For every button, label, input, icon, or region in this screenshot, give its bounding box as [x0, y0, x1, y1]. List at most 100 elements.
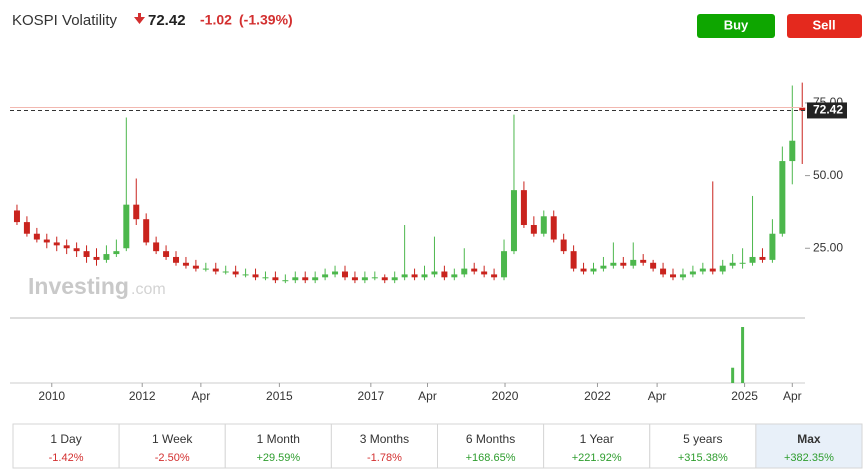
last-price-tag [807, 102, 847, 119]
candle-body [103, 254, 110, 260]
range-button[interactable] [437, 423, 545, 469]
range-change[interactable]: +382.35% [784, 452, 834, 464]
range-label[interactable]: 1 Week [152, 432, 193, 446]
candle-body [133, 204, 140, 220]
candle-body [322, 274, 329, 278]
down-arrow [134, 13, 145, 24]
range-change[interactable]: +315.38% [678, 452, 728, 464]
candle-body [33, 233, 40, 240]
x-tick-label: Apr [648, 389, 667, 403]
range-label[interactable]: 1 Month [257, 432, 300, 446]
candle-body [351, 277, 358, 281]
sell-button[interactable] [787, 14, 862, 38]
candle-body [371, 277, 378, 279]
candle-body [53, 242, 60, 246]
y-tick-label: 50.00 [813, 168, 843, 182]
x-tick-label: Apr [192, 389, 211, 403]
candle-body [719, 265, 726, 272]
x-tick-label: 2017 [357, 389, 384, 403]
x-tick-label: 2020 [492, 389, 519, 403]
price: 72.42 [148, 12, 186, 29]
candle-body [441, 271, 448, 278]
candle-body [43, 239, 50, 243]
candle-body [13, 210, 20, 223]
buy-label[interactable]: Buy [724, 17, 749, 32]
candle-body [123, 204, 130, 249]
range-label[interactable]: 3 Months [360, 432, 409, 446]
candle-body [501, 251, 508, 278]
range-label[interactable]: 1 Year [580, 432, 614, 446]
candle-body [799, 107, 806, 111]
candle-body [491, 274, 498, 278]
candle-body [182, 262, 189, 266]
candle-body [520, 190, 527, 226]
candle-body [739, 262, 746, 264]
range-label[interactable]: Max [797, 432, 821, 446]
candle-body [312, 277, 319, 281]
range-label[interactable]: 6 Months [466, 432, 515, 446]
candle-body [580, 268, 587, 272]
x-tick-label: 2010 [38, 389, 65, 403]
candle-body [471, 268, 478, 272]
candle-body [650, 262, 657, 269]
candle-body [679, 274, 686, 278]
range-button[interactable] [224, 423, 332, 469]
candle-body [361, 277, 368, 281]
watermark-suffix: .com [131, 281, 166, 298]
candle-body [232, 271, 239, 275]
range-change[interactable]: -2.50% [155, 452, 190, 464]
candle-body [709, 268, 716, 272]
candle-body [590, 268, 597, 272]
watermark-brand: Investing [28, 273, 129, 299]
candle-body [451, 274, 458, 278]
candle-body [332, 271, 339, 275]
x-tick-label: 2025 [731, 389, 758, 403]
candle-body [749, 256, 756, 263]
candle-body [670, 274, 677, 278]
range-button[interactable] [330, 423, 438, 469]
candle-body [779, 161, 786, 234]
range-button[interactable] [755, 423, 863, 469]
range-change[interactable]: +221.92% [572, 452, 622, 464]
candle-body [560, 239, 567, 252]
candle-body [789, 140, 796, 162]
candle-body [431, 271, 438, 275]
candle-body [292, 277, 299, 281]
candle-body [83, 251, 90, 257]
range-change[interactable]: -1.42% [49, 452, 84, 464]
candle-body [660, 268, 667, 275]
candle-body [600, 265, 607, 269]
range-change[interactable]: +168.65% [466, 452, 516, 464]
candle-body [262, 277, 269, 279]
y-tick-label: 25.00 [813, 240, 843, 254]
candle-body [272, 277, 279, 281]
candle-body [699, 268, 706, 272]
range-label[interactable]: 1 Day [50, 432, 81, 446]
candle-body [510, 190, 517, 252]
candle-body [540, 216, 547, 234]
range-label[interactable]: 5 years [683, 432, 722, 446]
candle-body [242, 274, 249, 276]
candle-body [729, 262, 736, 266]
candle-body [113, 251, 120, 255]
range-button[interactable] [12, 423, 120, 469]
x-tick-label: Apr [418, 389, 437, 403]
candle-body [153, 242, 160, 252]
candle-body [391, 277, 398, 281]
range-change[interactable]: +29.59% [256, 452, 300, 464]
volume-bar [741, 327, 745, 383]
range-button[interactable] [649, 423, 757, 469]
candle-body [411, 274, 418, 278]
candle-body [759, 256, 766, 260]
candle-body [23, 222, 30, 234]
candle-body [63, 245, 70, 249]
range-change[interactable]: -1.78% [367, 452, 402, 464]
buy-button[interactable] [697, 14, 775, 38]
sell-label[interactable]: Sell [812, 17, 835, 32]
change: -1.02 [200, 12, 232, 28]
candle-body [630, 259, 637, 266]
volume-bar [731, 367, 735, 383]
candle-body [421, 274, 428, 278]
